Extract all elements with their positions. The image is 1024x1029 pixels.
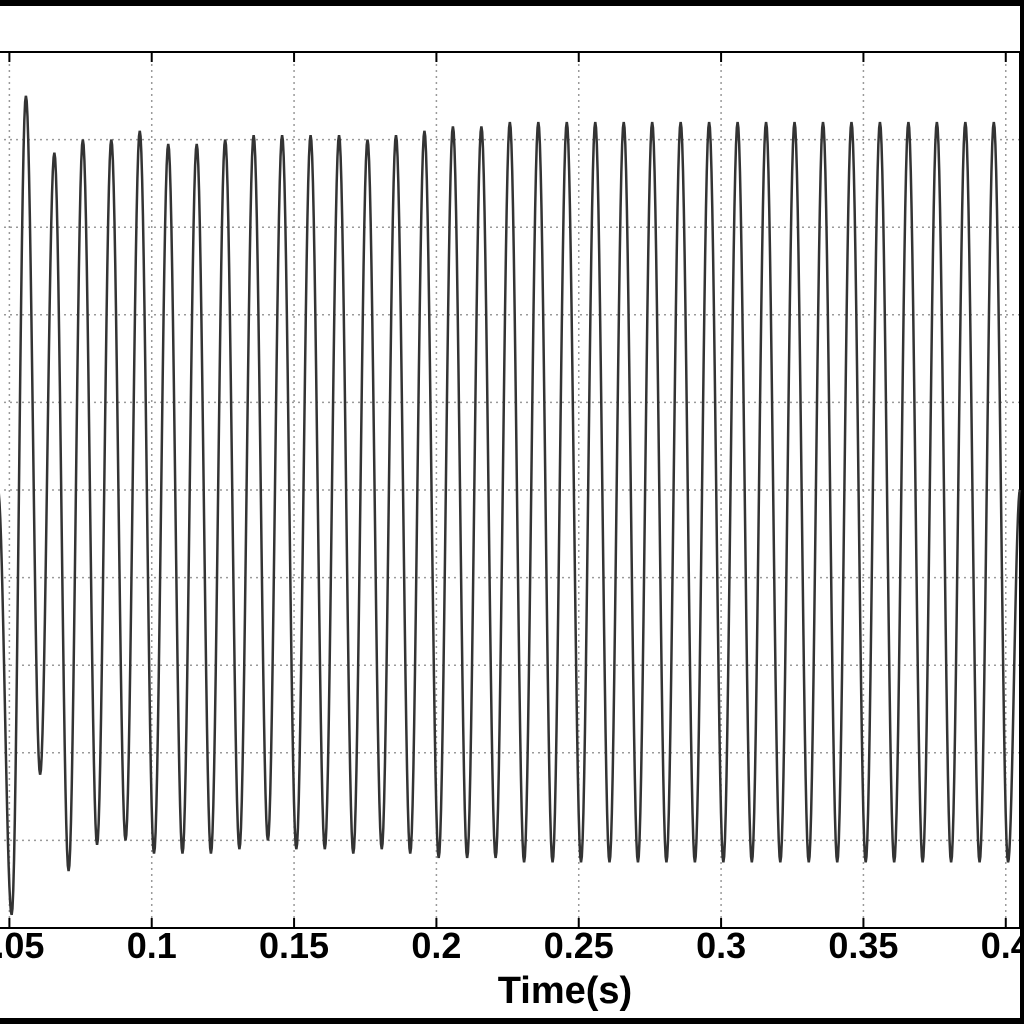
x-tick-label: 0.25 bbox=[544, 925, 614, 966]
x-tick-label: 0.4 bbox=[981, 925, 1024, 966]
x-tick-label: 0.35 bbox=[828, 925, 898, 966]
x-tick-label: 0.1 bbox=[127, 925, 177, 966]
x-tick-labels: 0.05 0.1 0.15 0.2 0.25 0.3 0.35 0.4 bbox=[0, 52, 1024, 966]
x-axis-label: Time(s) bbox=[498, 970, 632, 1012]
x-tick-label: 0.15 bbox=[259, 925, 329, 966]
series-line-0 bbox=[0, 95, 1022, 916]
top-frame-bar bbox=[0, 0, 1024, 6]
series-layer bbox=[0, 95, 1022, 916]
grid bbox=[0, 52, 1020, 928]
x-tick-label: 0.2 bbox=[411, 925, 461, 966]
x-tick-label: 0.05 bbox=[0, 925, 44, 966]
bottom-frame-bar bbox=[0, 1018, 1024, 1024]
x-tick-label: 0.3 bbox=[696, 925, 746, 966]
right-frame-bar bbox=[1020, 0, 1024, 1024]
